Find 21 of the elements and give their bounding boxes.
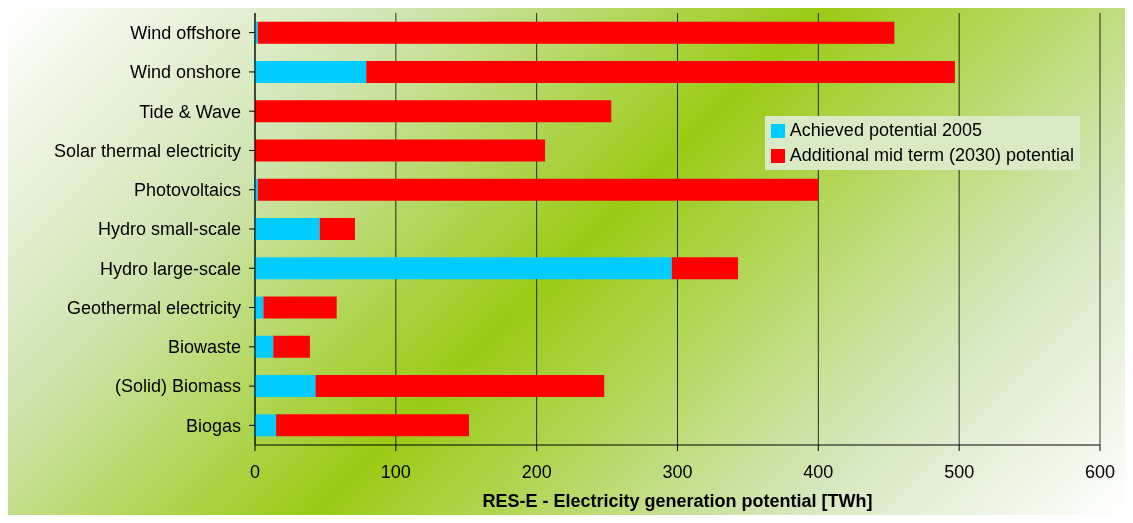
x-tick-label: 200 — [521, 461, 552, 482]
y-tick-label: Hydro large-scale — [99, 258, 241, 279]
x-tick-label: 300 — [662, 461, 693, 482]
y-tick-label: Tide & Wave — [139, 101, 241, 122]
y-tick-label: Biogas — [185, 415, 241, 436]
x-tick-label: 100 — [380, 461, 411, 482]
legend-label: Additional mid term (2030) potential — [789, 144, 1074, 167]
y-tick-label: Photovoltaics — [133, 180, 241, 201]
x-axis-title: RES-E - Electricity generation potential [TWh] — [482, 491, 873, 511]
x-tick-label: 500 — [944, 461, 975, 482]
y-tick-label: Hydro small-scale — [97, 219, 241, 240]
y-tick-label: Solar thermal electricity — [53, 140, 241, 161]
y-tick-label: Geothermal electricity — [66, 297, 241, 318]
y-tick-label: (Solid) Biomass — [114, 376, 241, 397]
y-tick-label: Biowaste — [167, 337, 241, 358]
legend-label: Achieved potential 2005 — [789, 119, 982, 142]
x-tick-label: 600 — [1084, 461, 1116, 482]
y-tick-label: Wind offshore — [130, 23, 241, 44]
x-tick-label: 400 — [803, 461, 834, 482]
y-tick-label: Wind onshore — [129, 62, 241, 83]
x-tick-label: 0 — [249, 461, 261, 482]
